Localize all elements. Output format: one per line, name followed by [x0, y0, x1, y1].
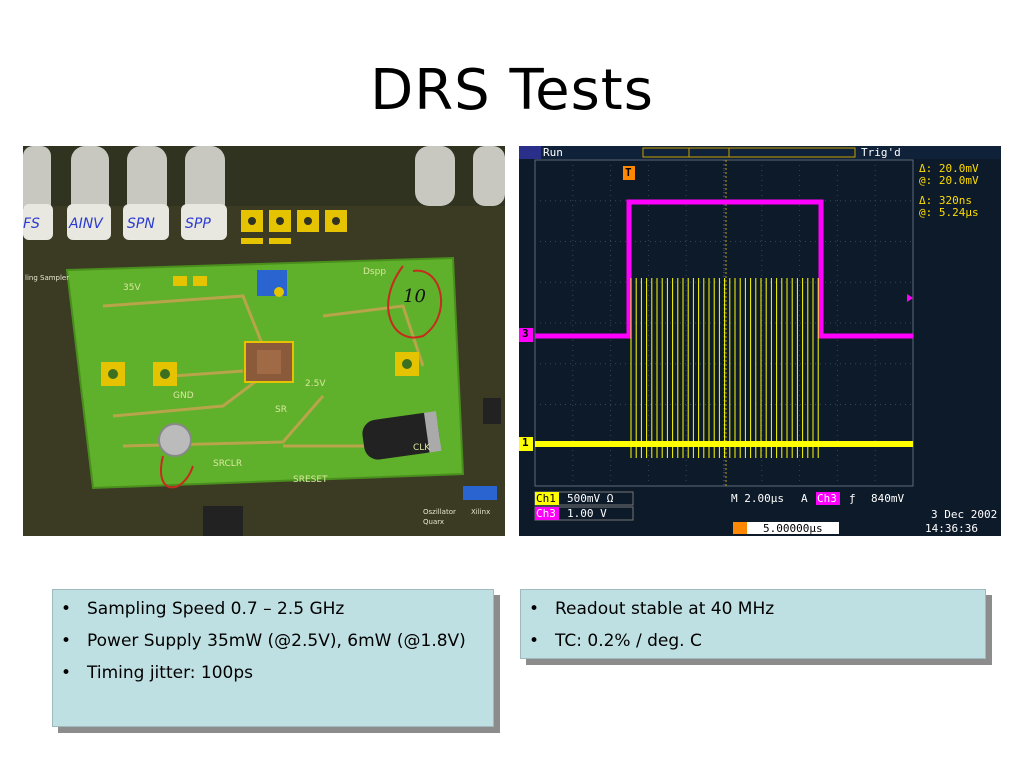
specs-box-left: Sampling Speed 0.7 – 2.5 GHz Power Suppl… — [52, 589, 494, 727]
board-text-srclr: SRCLR — [213, 459, 242, 469]
oscilloscope-screenshot: Run Trig'd Δ: 20.0mV @: 20.0mV Δ: 320ns … — [519, 146, 1001, 536]
connector-label-spp: SPP — [185, 216, 211, 232]
at-t-readout: @: 5.24µs — [919, 206, 979, 219]
pcb-photo: FS AINV SPN SPP — [23, 146, 505, 536]
trigger-position: 5.00000µs — [763, 522, 823, 535]
specs-box-right: Readout stable at 40 MHz TC: 0.2% / deg.… — [520, 589, 986, 659]
side-text-oszillator: Oszillator — [423, 508, 456, 516]
board-text-35v: 35V — [123, 283, 141, 293]
scope-date: 3 Dec 2002 — [931, 508, 998, 521]
side-text-sampler: ling Sampler — [25, 274, 69, 282]
bullet-timing-jitter: Timing jitter: 100ps — [53, 662, 493, 684]
ch3-label: Ch3 — [536, 507, 556, 520]
connector-label-ainv: AINV — [68, 216, 104, 232]
bullet-power-supply: Power Supply 35mW (@2.5V), 6mW (@1.8V) — [53, 630, 493, 652]
ch3-marker: 3 — [522, 327, 529, 340]
board-text-sreset: SRESET — [293, 475, 328, 485]
board-text-dspp: Dspp — [363, 267, 386, 277]
bullet-readout: Readout stable at 40 MHz — [521, 598, 985, 620]
connector-label-fs: FS — [23, 216, 40, 232]
connector-label-spn: SPN — [127, 216, 155, 232]
ch3-scale: 1.00 V — [567, 507, 607, 520]
handwritten-10: 10 — [403, 286, 426, 307]
timebase: M 2.00µs — [731, 492, 784, 505]
ch1-marker: 1 — [522, 436, 529, 449]
oscilloscope-display — [519, 146, 1001, 534]
ch1-label: Ch1 — [536, 492, 556, 505]
run-status: Run — [543, 146, 563, 159]
side-text-xilinx: Xilinx — [471, 508, 490, 516]
slide-title: DRS Tests — [370, 58, 654, 123]
trigger-slope-icon: ƒ — [849, 492, 856, 505]
side-text-quarx: Quarx — [423, 518, 444, 526]
ch3-trace — [535, 199, 913, 339]
delta-v-readout: Δ: 20.0mV — [919, 162, 979, 175]
board-text-sr: SR — [275, 405, 287, 415]
ch1-scale: 500mV Ω — [567, 492, 614, 505]
bullet-tc: TC: 0.2% / deg. C — [521, 630, 985, 652]
board-text-2v5: 2.5V — [305, 379, 326, 389]
trigger-marker: T — [625, 166, 632, 179]
board-text-clk: CLK — [413, 443, 431, 453]
trigger-level: 840mV — [871, 492, 905, 505]
trig-status: Trig'd — [861, 146, 901, 159]
delta-t-readout: Δ: 320ns — [919, 194, 972, 207]
trigger-source-a: A — [801, 492, 808, 505]
bullet-sampling-speed: Sampling Speed 0.7 – 2.5 GHz — [53, 598, 493, 620]
scope-time: 14:36:36 — [925, 522, 978, 535]
board-text-gnd: GND — [173, 391, 194, 401]
at-v-readout: @: 20.0mV — [919, 174, 979, 187]
trigger-channel: Ch3 — [817, 492, 837, 505]
